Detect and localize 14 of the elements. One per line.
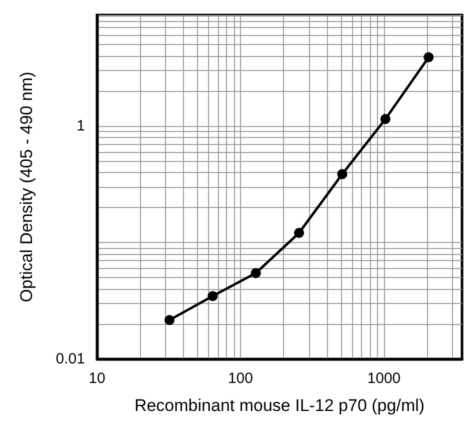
y-tick-label: 1 [76,118,85,135]
point [208,291,218,302]
x-tick-label: 10 [88,370,106,387]
point [250,268,261,278]
point [337,169,348,180]
x-tick-label: 1000 [367,370,401,387]
x-tick-label: 100 [228,370,253,387]
point [380,114,390,124]
y-axis-title: Optical Density (405 - 490 nm) [17,72,36,302]
y-tick-label: 0.01 [56,350,85,368]
point [164,315,174,326]
point [294,228,304,238]
point [424,52,434,62]
x-axis-title: Recombinant mouse IL-12 p70 (pg/ml) [134,396,425,415]
